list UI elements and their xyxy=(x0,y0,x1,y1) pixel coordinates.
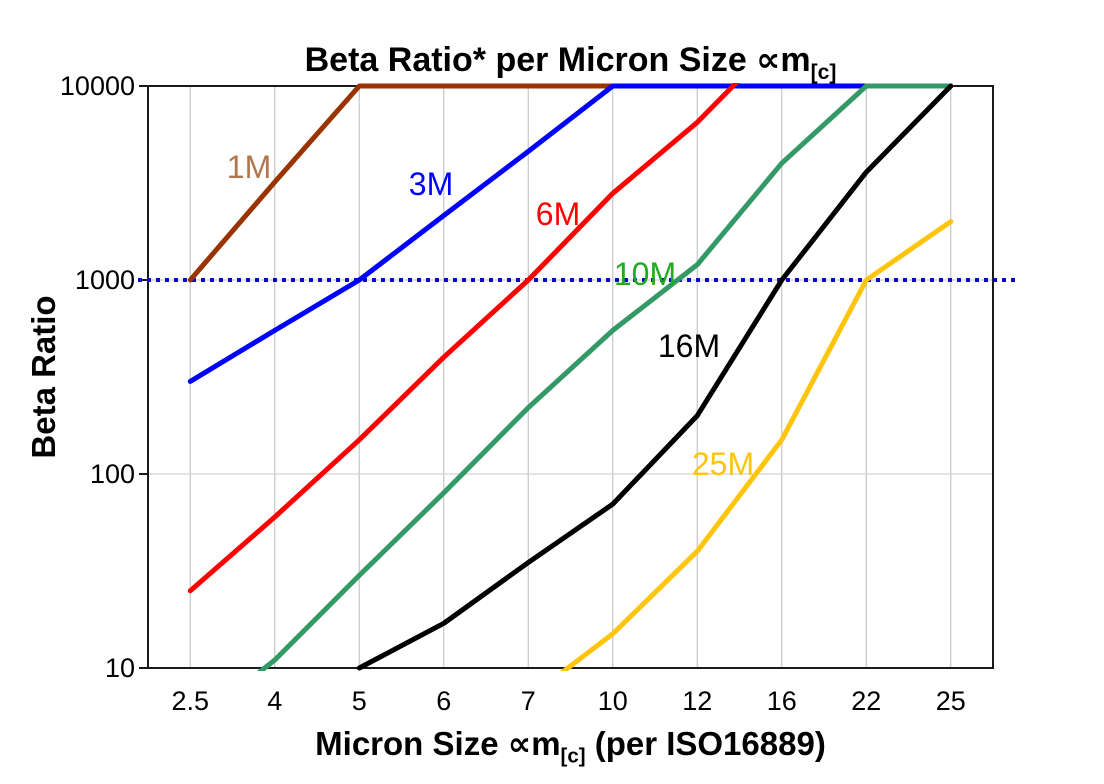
y-tick-label: 10000 xyxy=(60,71,135,101)
x-tick-label: 16 xyxy=(767,686,797,716)
x-axis-title-suffix: (per ISO16889) xyxy=(585,725,826,762)
y-tick-label: 10 xyxy=(105,653,135,683)
series-labels: 1M 3M 6M 10M 16M 25M xyxy=(227,149,754,482)
x-tick-label: 12 xyxy=(682,686,712,716)
series-label-3M: 3M xyxy=(409,166,453,202)
series-label-6M: 6M xyxy=(536,196,580,232)
x-tick-label: 2.5 xyxy=(171,686,209,716)
y-tick-label: 1000 xyxy=(75,265,135,295)
x-axis-title-subscript: [c] xyxy=(560,744,586,768)
x-tick-label: 4 xyxy=(267,686,282,716)
x-tick-label: 6 xyxy=(436,686,451,716)
x-axis-title: Micron Size ∝m[c] (per ISO16889) xyxy=(148,724,993,769)
x-tick-label: 22 xyxy=(851,686,881,716)
series-label-25M: 25M xyxy=(692,446,754,482)
series-line-16M xyxy=(356,83,954,671)
x-tick-label: 10 xyxy=(598,686,628,716)
x-tick-label: 7 xyxy=(521,686,536,716)
chart-title-text: Beta Ratio* per Micron Size ∝m xyxy=(304,41,811,79)
y-tick-labels: 10000 1000 100 10 xyxy=(60,71,135,683)
series-line-10M xyxy=(256,83,954,671)
series-line-6M xyxy=(187,83,740,594)
chart-title-subscript: [c] xyxy=(810,60,837,84)
x-tick-label: 25 xyxy=(936,686,966,716)
series-label-1M: 1M xyxy=(227,149,271,185)
x-axis-title-text: Micron Size ∝m xyxy=(315,725,561,762)
series-label-16M: 16M xyxy=(658,328,720,364)
y-tick-marks xyxy=(139,85,148,669)
chart-title: Beta Ratio* per Micron Size ∝m[c] xyxy=(148,40,993,85)
x-tick-label: 5 xyxy=(352,686,367,716)
series-lines xyxy=(187,83,954,671)
y-tick-label: 100 xyxy=(90,459,135,489)
series-line-3M xyxy=(187,83,954,384)
x-tick-labels: 2.5 4 5 6 7 10 12 16 22 25 xyxy=(171,686,965,716)
series-line-25M xyxy=(559,219,954,671)
series-label-10M: 10M xyxy=(614,256,676,292)
